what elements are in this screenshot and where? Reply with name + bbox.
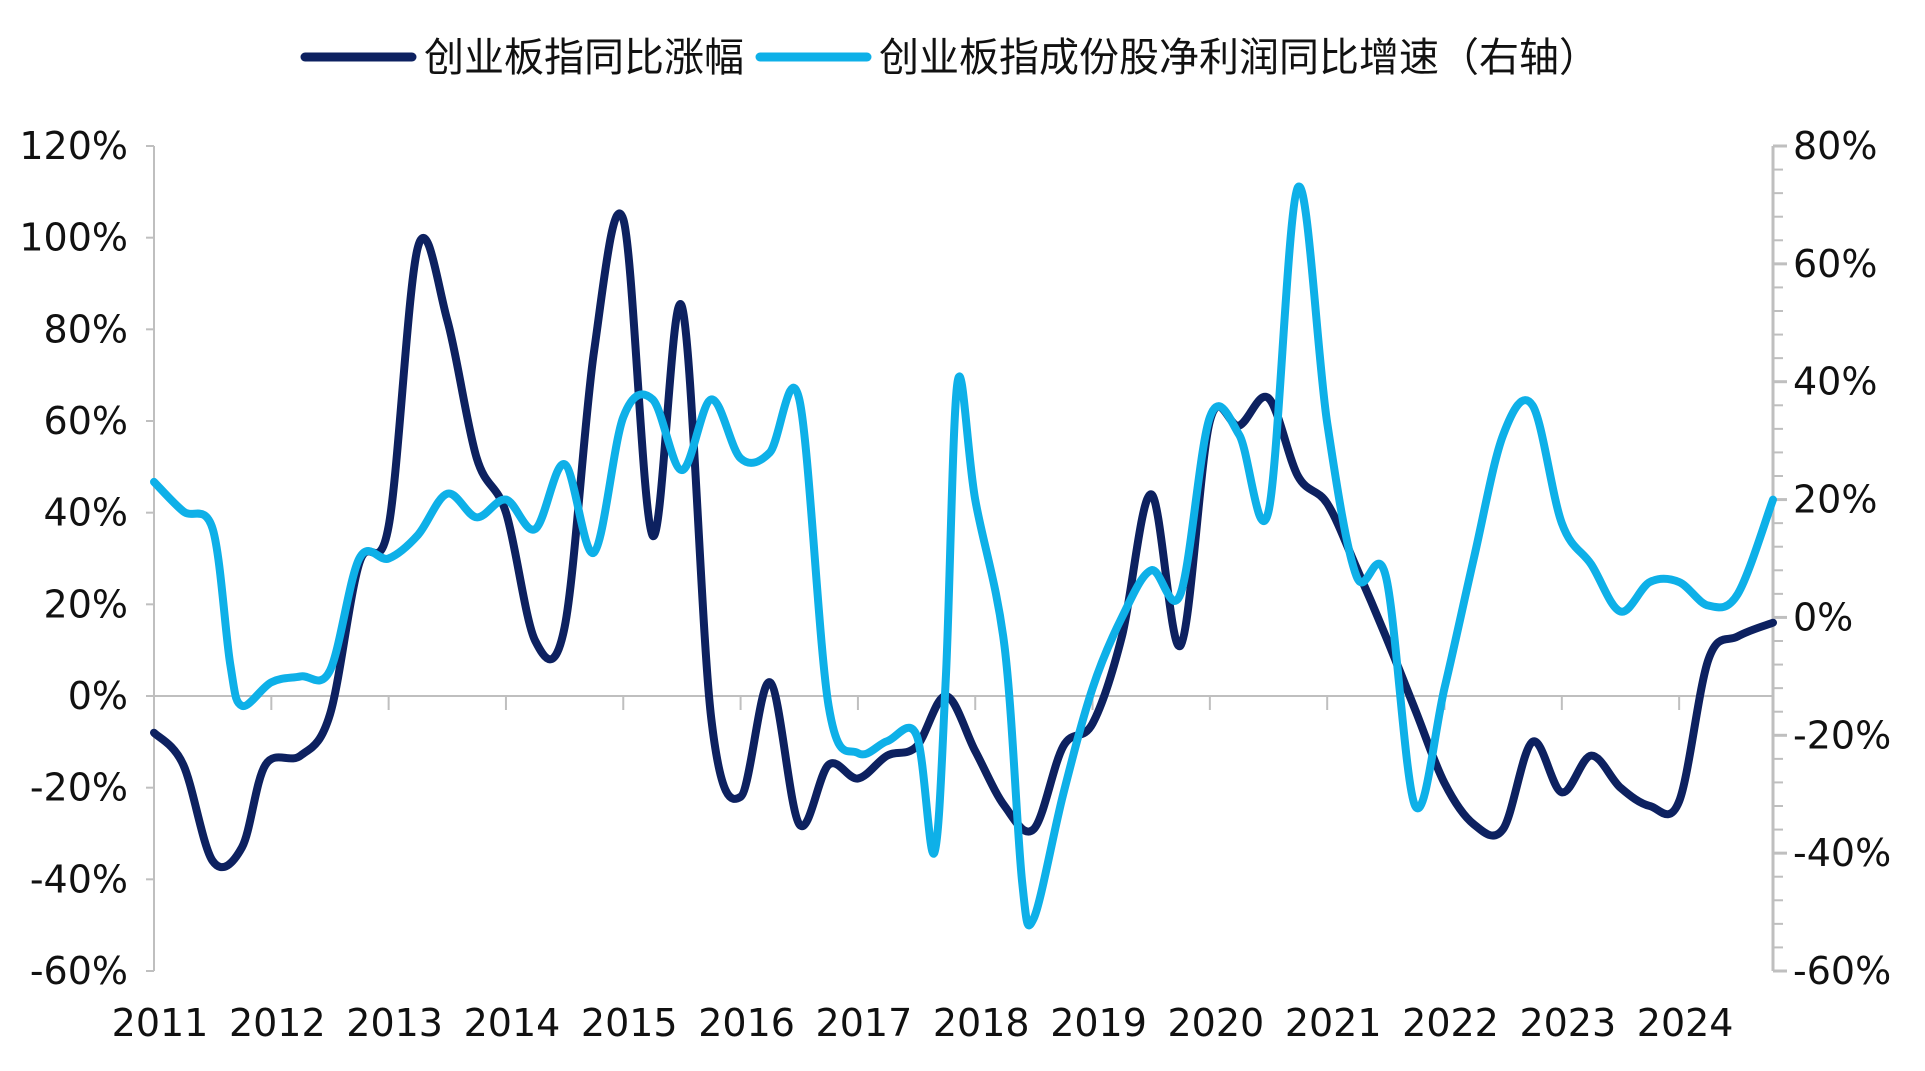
x-axis-tick-label: 2012	[229, 1001, 326, 1045]
x-axis-tick-label: 2024	[1637, 1001, 1734, 1045]
legend-label-series-1: 创业板指同比涨幅	[424, 35, 744, 81]
left-axis-tick-label: 120%	[19, 124, 128, 168]
x-axis-tick-label: 2022	[1402, 1001, 1499, 1045]
left-axis-tick-label: 40%	[44, 491, 128, 535]
left-axis-tick-label: 20%	[44, 582, 128, 626]
right-axis-tick-label: 80%	[1793, 124, 1877, 168]
x-axis-tick-label: 2023	[1519, 1001, 1616, 1045]
x-axis-tick-label: 2018	[933, 1001, 1030, 1045]
right-axis-tick-label: 60%	[1793, 242, 1877, 286]
x-axis-tick-label: 2019	[1050, 1001, 1147, 1045]
x-axis-tick-label: 2015	[581, 1001, 678, 1045]
plot-area	[150, 182, 1777, 930]
series-line-1	[150, 209, 1777, 871]
right-axis-tick-label: 20%	[1793, 478, 1877, 522]
x-axis-tick-label: 2017	[816, 1001, 913, 1045]
left-axis-tick-label: 60%	[44, 399, 128, 443]
left-axis-tick-label: 0%	[68, 674, 128, 718]
left-axis-tick-label: -40%	[30, 857, 128, 901]
x-axis-tick-label: 2014	[464, 1001, 561, 1045]
left-axis-tick-label: 100%	[19, 216, 128, 260]
x-axis-tick-label: 2013	[346, 1001, 443, 1045]
right-axis-tick-label: -60%	[1793, 949, 1891, 993]
left-axis-tick-label: 80%	[44, 307, 128, 351]
left-axis-tick-label: -20%	[30, 766, 128, 810]
x-axis-tick-label: 2016	[698, 1001, 795, 1045]
x-axis-tick-label: 2020	[1168, 1001, 1265, 1045]
x-axis-tick-label: 2021	[1285, 1001, 1382, 1045]
series-line-2	[150, 182, 1777, 930]
x-axis-tick-label: 2011	[112, 1001, 209, 1045]
right-axis-tick-label: 0%	[1793, 595, 1853, 639]
right-axis-tick-label: -20%	[1793, 713, 1891, 757]
right-axis-tick-label: 40%	[1793, 360, 1877, 404]
right-axis-tick-label: -40%	[1793, 831, 1891, 875]
axes: 120% 100% 80% 60% 40% 20% 0% -20% -40% -60% 80% 60%…	[19, 124, 1891, 1045]
left-axis-tick-label: -60%	[30, 949, 128, 993]
legend: 创业板指同比涨幅 创业板指成份股净利润同比增速（右轴）	[300, 35, 1599, 81]
legend-label-series-2: 创业板指成份股净利润同比增速（右轴）	[879, 35, 1599, 81]
